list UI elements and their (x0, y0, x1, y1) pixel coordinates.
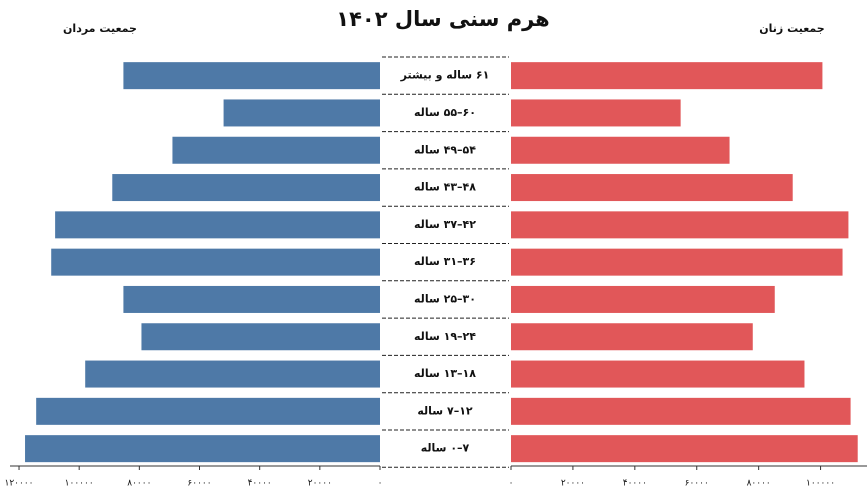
x-tick-label: ۴۰۰۰۰ (248, 479, 272, 488)
x-tick-label: ۱۲۰۰۰۰ (5, 479, 34, 488)
bar (112, 174, 380, 202)
x-tick-label: ۴۰۰۰۰ (623, 479, 647, 488)
x-tick-label: ۰ (509, 479, 514, 488)
chart-title: هرم سنی سال ۱۴۰۲ (336, 7, 549, 31)
bar (511, 174, 793, 202)
x-tick-label: ۸۰۰۰۰ (127, 479, 151, 488)
legend-right: جمعیت زنان (759, 22, 824, 35)
x-tick-label: ۱۰۰۰۰۰ (65, 479, 94, 488)
bar (511, 248, 843, 276)
category-label: ۱۲–۷ ساله (417, 404, 473, 417)
bar (511, 360, 805, 388)
bar (85, 360, 381, 388)
x-tick-label: ۸۰۰۰۰ (747, 479, 771, 488)
bar (172, 136, 380, 164)
bar (511, 99, 681, 127)
category-label: ۴۸–۴۳ ساله (414, 181, 476, 194)
x-tick-label: ۶۰۰۰۰ (685, 479, 709, 488)
bar (55, 211, 381, 239)
category-label: ۴۲–۳۷ ساله (414, 218, 476, 231)
bar (36, 397, 381, 425)
bar (511, 285, 775, 313)
x-tick-label: ۲۰۰۰۰ (561, 479, 585, 488)
category-label: ۳۰–۲۵ ساله (414, 292, 476, 305)
x-tick-label: ۶۰۰۰۰ (187, 479, 211, 488)
bar (511, 323, 753, 351)
bar (25, 435, 381, 463)
category-label: ۱۸–۱۳ ساله (414, 367, 476, 380)
bar (511, 397, 851, 425)
bar (511, 435, 858, 463)
category-label: ۳۶–۳۱ ساله (414, 255, 476, 268)
category-label: ۶۱ ساله و بیشتر (400, 69, 490, 82)
category-label: ۲۴–۱۹ ساله (414, 330, 476, 343)
bar (51, 248, 380, 276)
x-tick-label: ۲۰۰۰۰ (308, 479, 332, 488)
bar (123, 285, 381, 313)
bar (123, 62, 381, 90)
bar (141, 323, 380, 351)
x-tick-label: ۰ (378, 479, 383, 488)
category-label: ۶۰–۵۵ ساله (414, 106, 476, 119)
bar (511, 62, 823, 90)
category-label: ۵۴–۴۹ ساله (414, 143, 476, 156)
bar (511, 136, 730, 164)
bar (223, 99, 380, 127)
bar (511, 211, 849, 239)
x-tick-label: ۱۰۰۰۰۰ (806, 479, 835, 488)
legend-left: جمعیت مردان (63, 22, 137, 35)
category-label: ۷–۰ ساله (421, 442, 470, 455)
